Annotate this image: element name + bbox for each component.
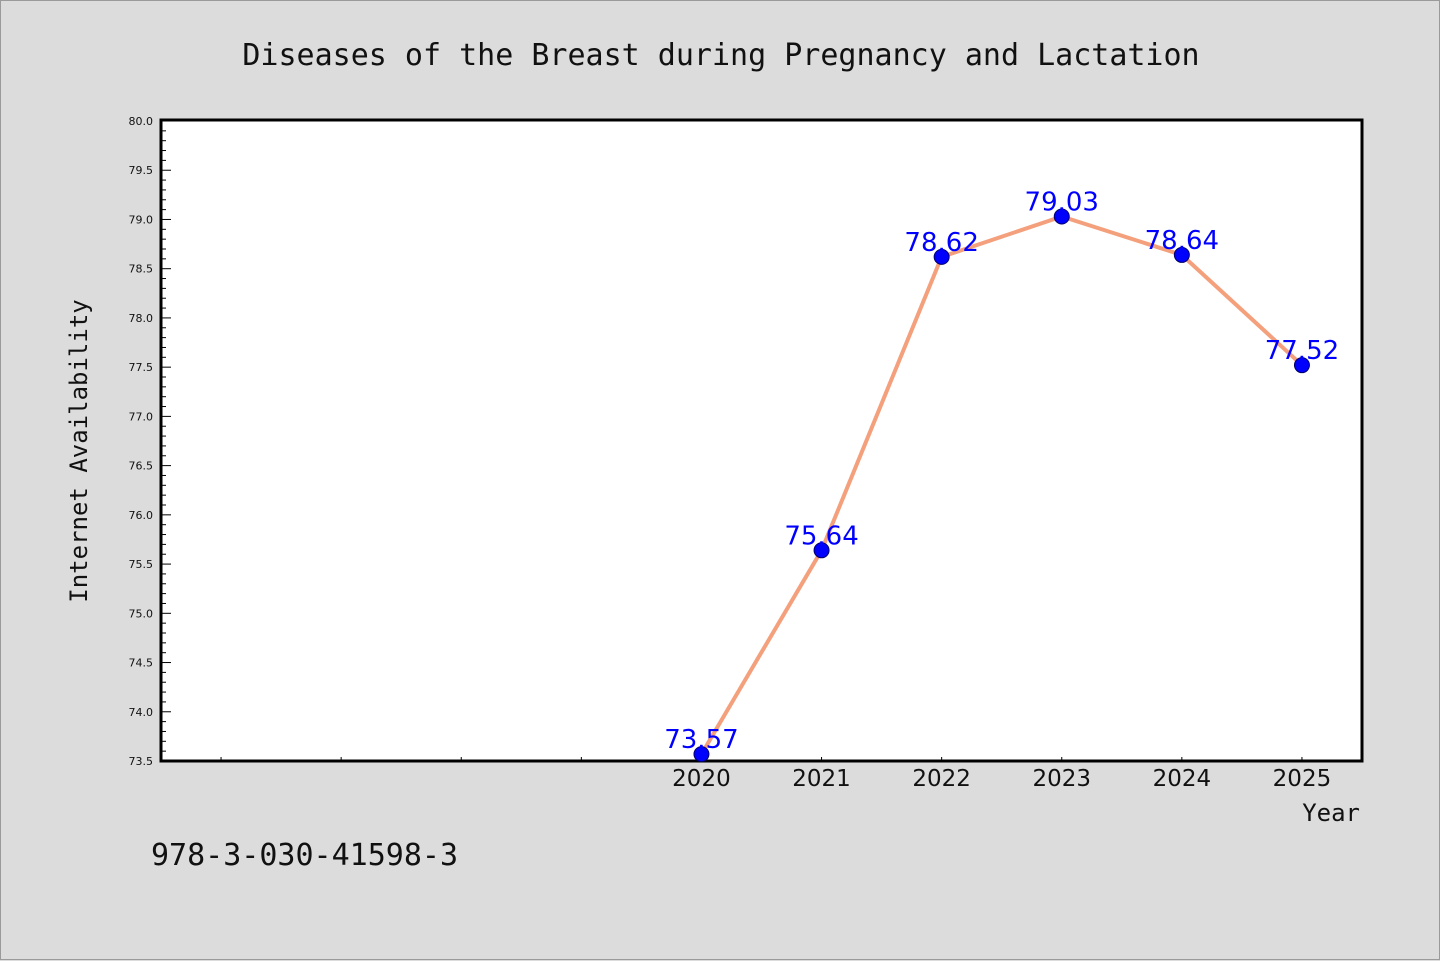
y-tick-label: 75.5 (129, 558, 154, 571)
y-tick-label: 74.0 (129, 706, 154, 719)
chart-title: Diseases of the Breast during Pregnancy … (242, 38, 1199, 73)
data-label: 78.64 (1145, 226, 1219, 256)
data-label: 79.03 (1025, 188, 1099, 218)
data-point (693, 746, 710, 763)
x-axis: 2020 2021 2022 2023 2024 2025 (220, 757, 1332, 792)
data-point (933, 248, 950, 265)
y-tick-label: 74.5 (129, 657, 154, 670)
y-tick-label: 77.0 (129, 410, 154, 423)
isbn-footer: 978-3-030-41598-3 (151, 838, 458, 873)
y-axis: 73.5 74.0 74.5 75.0 75.5 76.0 76.5 77.0 77.5 78.0… (129, 115, 171, 768)
y-tick-label: 76.5 (129, 460, 154, 473)
series-line (699, 214, 1304, 756)
data-label: 75.64 (784, 521, 858, 551)
y-tick-label: 73.5 (129, 755, 154, 768)
plot-area (159, 118, 1364, 763)
data-point (1173, 246, 1190, 263)
y-tick-label: 80.0 (129, 115, 154, 128)
data-point (813, 542, 830, 559)
data-point (1053, 208, 1070, 225)
y-tick-label: 78.5 (129, 263, 154, 276)
x-tick-label: 2021 (792, 766, 851, 792)
x-tick-label: 2025 (1273, 766, 1332, 792)
y-tick-label: 78.0 (129, 312, 154, 325)
series-line-group: 73.57 75.64 78.62 79.03 78.64 77.52 (664, 188, 1339, 763)
y-tick-label: 76.0 (129, 509, 154, 522)
y-tick-label: 79.5 (129, 164, 154, 177)
x-tick-label: 2022 (912, 766, 971, 792)
x-tick-label: 2024 (1153, 766, 1212, 792)
y-axis-label: Internet Availability (65, 299, 93, 602)
y-tick-label: 75.0 (129, 607, 154, 620)
data-label: 77.52 (1265, 336, 1339, 366)
x-tick-label: 2023 (1032, 766, 1091, 792)
x-axis-label: Year (1302, 799, 1360, 827)
x-tick-label: 2020 (672, 766, 731, 792)
data-label: 73.57 (664, 725, 738, 755)
data-point (1293, 357, 1310, 374)
y-tick-label: 77.5 (129, 361, 154, 374)
y-tick-label: 79.0 (129, 213, 154, 226)
data-label: 78.62 (904, 228, 978, 258)
